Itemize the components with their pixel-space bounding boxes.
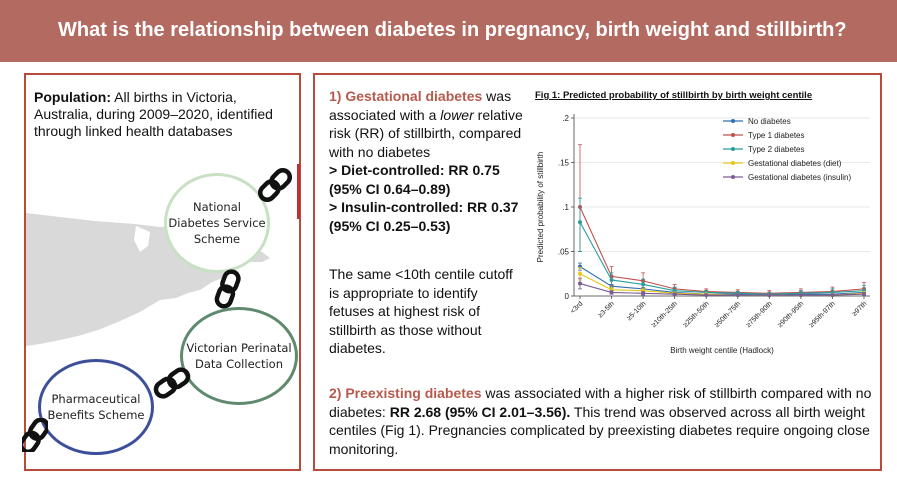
gestational-diabetes-insulin-line xyxy=(579,283,865,296)
gestational-diabetes-insulin-point xyxy=(767,293,772,298)
x-tick-label: ≥3-5th xyxy=(597,300,616,319)
y-axis-label: Predicted probability of stillbirth xyxy=(536,152,545,263)
accent-bar xyxy=(297,164,300,219)
preexisting-number: 2) xyxy=(329,385,346,401)
gestational-finding: 1) Gestational diabetes was associated w… xyxy=(329,87,527,235)
preexisting-text-1: was associated with a higher risk of sti… xyxy=(329,385,872,420)
title-banner: What is the relationship between diabete… xyxy=(0,0,897,62)
gestational-diabetes-insulin-point xyxy=(578,281,582,286)
chain-link-icon xyxy=(153,367,191,399)
y-tick-label: .05 xyxy=(558,248,570,257)
chain-link-icon xyxy=(214,269,241,309)
findings-panel xyxy=(313,73,882,471)
population-text: Population: All births in Victoria, Aust… xyxy=(34,89,296,140)
gestational-diabetes-insulin-point xyxy=(830,293,835,298)
legend-marker xyxy=(731,119,735,123)
x-tick-label: ≥50th-75th xyxy=(714,300,743,329)
chart-title: Fig 1: Predicted probability of stillbir… xyxy=(535,90,813,101)
x-tick-label: ≥25th-50th xyxy=(682,300,711,329)
legend-label: Gestational diabetes (diet) xyxy=(748,159,842,168)
nds-circle: National Diabetes Service Scheme xyxy=(164,173,270,273)
gestational-diabetes-insulin-point xyxy=(798,293,803,298)
gestational-text-1: was associated with a xyxy=(329,88,512,123)
chain-link-icon xyxy=(22,418,48,452)
gestational-diabetes-insulin-point xyxy=(735,293,740,298)
y-tick-label: .1 xyxy=(562,203,569,212)
gestational-number: 1) xyxy=(329,88,346,104)
x-axis-label: Birth weight centile (Hadlock) xyxy=(670,346,774,355)
preexisting-term: Preexisting diabetes xyxy=(345,385,482,401)
page-title: What is the relationship between diabete… xyxy=(58,19,847,41)
y-tick-label: .15 xyxy=(558,159,570,168)
centile-cutoff-text: The same <10th centile cutoff is appropr… xyxy=(329,266,513,356)
x-tick-label: ≥10th-25th xyxy=(650,300,679,329)
gestational-diabetes-insulin-point xyxy=(704,293,709,298)
legend-label: Type 2 diabetes xyxy=(748,145,804,154)
vpd-circle: Victorian Perinatal Data Collection xyxy=(180,307,298,405)
insulin-controlled-rr: > Insulin-controlled: RR 0.37 (95% CI 0.… xyxy=(329,199,519,234)
type-2-diabetes-point xyxy=(609,277,614,282)
legend-marker xyxy=(731,147,735,151)
x-tick-label: ≥5-10th xyxy=(626,300,648,322)
y-tick-label: .2 xyxy=(562,114,569,123)
legend-label: Gestational diabetes (insulin) xyxy=(748,173,852,182)
type-2-diabetes-point xyxy=(578,220,582,225)
gestational-diabetes-insulin-point xyxy=(641,291,646,296)
x-tick-label: ≥97th xyxy=(851,300,868,317)
gestational-text-2: relative risk (RR) of stillbirth, compar… xyxy=(329,106,523,160)
no-diabetes-line xyxy=(579,266,865,296)
gestational-diabetes-insulin-point xyxy=(672,292,677,297)
gestational-lower: lower xyxy=(440,106,474,123)
gestational-term: Gestational diabetes xyxy=(345,88,483,104)
legend-label: No diabetes xyxy=(748,117,791,126)
x-tick-label: ≥90th-95th xyxy=(777,300,806,329)
gestational-diabetes-insulin-point xyxy=(609,290,614,295)
x-tick-label: ≥75th-90th xyxy=(745,300,774,329)
population-description: All births in Victoria, Australia, durin… xyxy=(34,89,273,139)
legend-marker xyxy=(731,133,735,137)
x-tick-label: ≥95th-97th xyxy=(808,300,837,329)
type-2-diabetes-line xyxy=(579,221,865,295)
preexisting-rr: RR 2.68 (95% CI 2.01–3.56). xyxy=(389,403,571,420)
pbs-circle: Pharmaceutical Benefits Scheme xyxy=(38,359,154,455)
legend-marker xyxy=(731,161,735,165)
legend-label: Type 1 diabetes xyxy=(748,131,804,140)
diet-controlled-rr: > Diet-controlled: RR 0.75 (95% CI 0.64–… xyxy=(329,162,500,197)
type-2-diabetes-point xyxy=(641,282,646,287)
chain-link-icon xyxy=(257,167,293,203)
preexisting-text-2: This trend was observed across all birth… xyxy=(329,403,870,457)
x-tick-label: <3rd xyxy=(569,300,584,315)
preexisting-finding: 2) Preexisting diabetes was associated w… xyxy=(329,384,874,458)
population-label: Population: xyxy=(34,89,111,105)
type-1-diabetes-line xyxy=(579,206,865,294)
gestational-diabetes-insulin-point xyxy=(862,292,866,297)
stillbirth-chart: 0 .05 .1 .15 .2 Predicted probability of stil… xyxy=(536,114,870,355)
y-tick-label: 0 xyxy=(565,292,570,301)
gestational-diabetes-diet-point xyxy=(578,271,582,276)
legend-marker xyxy=(731,175,735,179)
